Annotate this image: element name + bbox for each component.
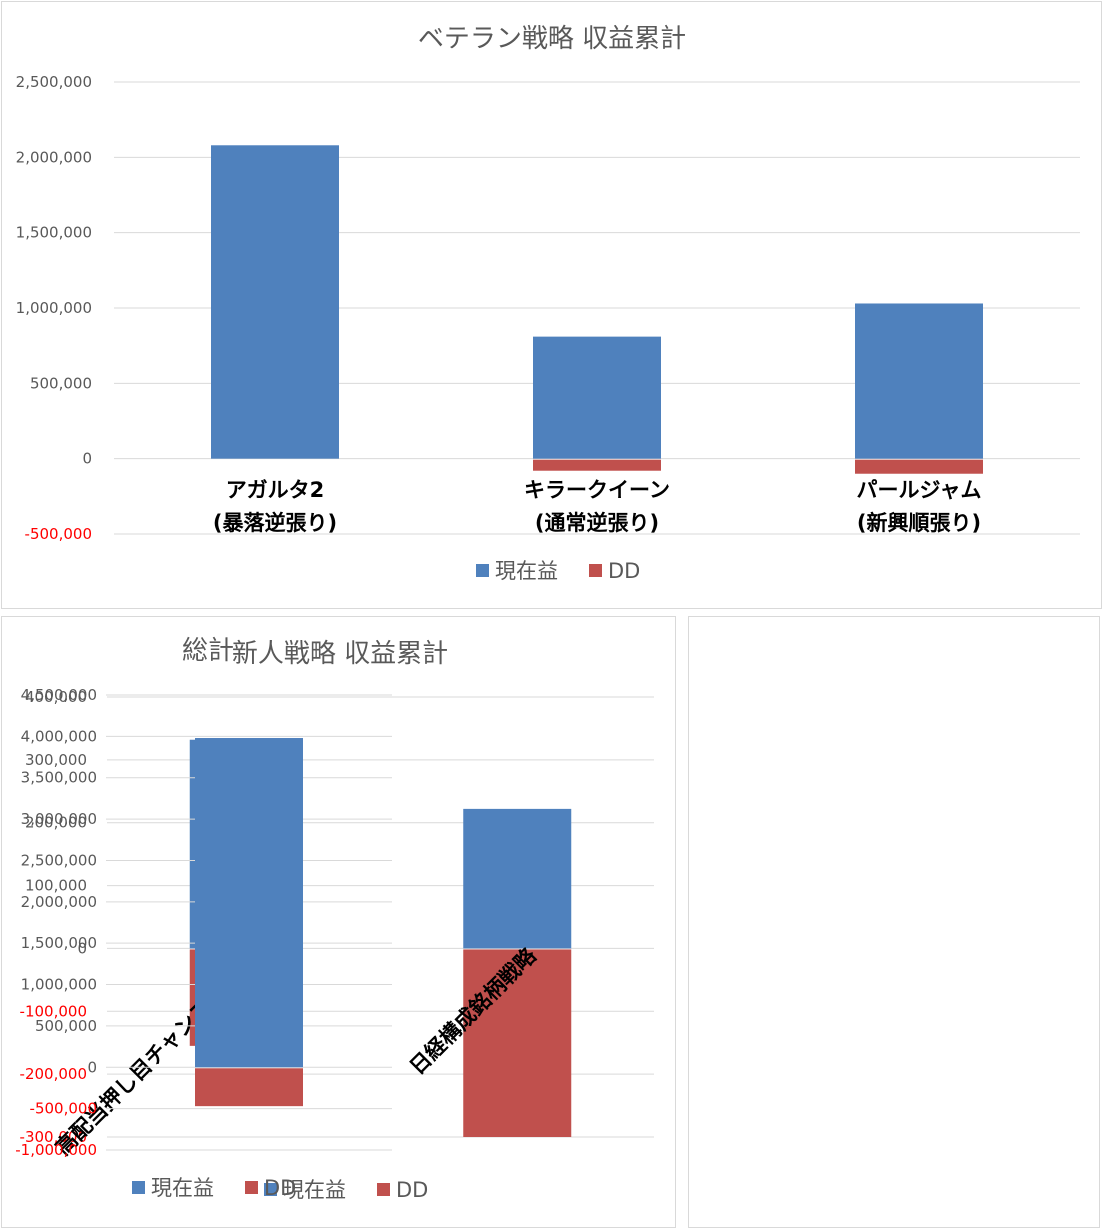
bar-current-profit bbox=[533, 336, 661, 459]
bar-drawdown bbox=[463, 949, 572, 1137]
rookie-strategy-chart: 新人戦略 収益累計 400,000 300,000 200,000 100,000 0 -1… bbox=[20, 639, 654, 1202]
y-tick-label: 400,000 bbox=[25, 688, 87, 706]
y-tick-label: -500,000 bbox=[25, 525, 92, 543]
y-tick-label: -200,000 bbox=[20, 1065, 87, 1083]
legend-label-current-profit: 現在益 bbox=[283, 1178, 346, 1202]
chart-title: ベテラン戦略 収益累計 bbox=[418, 24, 686, 54]
bar-current-profit bbox=[463, 808, 572, 949]
y-tick-label: 2,000,000 bbox=[21, 893, 97, 911]
y-tick-label: 300,000 bbox=[25, 751, 87, 769]
chart-title: 新人戦略 収益累計 bbox=[232, 639, 448, 669]
category-label: キラークイーン bbox=[524, 478, 670, 502]
y-tick-label: 500,000 bbox=[30, 374, 92, 392]
category-sublabel: (暴落逆張り) bbox=[213, 511, 337, 535]
legend-swatch-dd bbox=[245, 1181, 258, 1194]
bar-drawdown bbox=[855, 459, 983, 474]
bar-drawdown bbox=[533, 459, 661, 471]
veteran-strategy-chart: ベテラン戦略 収益累計 2,500,000 2,000,000 1,500,000 1,… bbox=[16, 24, 1080, 583]
legend-swatch-dd bbox=[589, 564, 602, 577]
bar-current-profit bbox=[855, 303, 983, 459]
y-tick-label: 4,000,000 bbox=[21, 727, 97, 745]
legend-label-dd: DD bbox=[608, 559, 640, 583]
rookie-strategy-chart-panel: 新人戦略 収益累計 400,000 300,000 200,000 100,000 0 -1… bbox=[1, 616, 676, 1228]
bar-current-profit bbox=[195, 738, 303, 1068]
veteran-strategy-chart-panel: ベテラン戦略 収益累計 2,500,000 2,000,000 1,500,000 1,… bbox=[1, 1, 1102, 609]
y-tick-label: 500,000 bbox=[35, 1017, 97, 1035]
category-label: アガルタ2 bbox=[226, 478, 325, 502]
category-sublabel: (新興順張り) bbox=[857, 511, 981, 535]
y-tick-label: 3,500,000 bbox=[21, 769, 97, 787]
legend-swatch-current-profit bbox=[132, 1181, 145, 1194]
category-label: パールジャム bbox=[857, 478, 982, 502]
y-tick-label: 1,500,000 bbox=[16, 224, 92, 242]
y-tick-label: -500,000 bbox=[30, 1100, 97, 1118]
y-tick-label: -100,000 bbox=[20, 1002, 87, 1020]
chart-title: 総計 bbox=[182, 636, 234, 666]
y-tick-label: 0 bbox=[82, 450, 92, 468]
y-tick-label: 2,500,000 bbox=[21, 851, 97, 869]
y-tick-label: 100,000 bbox=[25, 877, 87, 895]
category-sublabel: (通常逆張り) bbox=[535, 511, 659, 535]
bar-current-profit bbox=[211, 145, 339, 459]
legend-label-dd: DD bbox=[396, 1178, 428, 1202]
y-tick-label: 1,000,000 bbox=[16, 299, 92, 317]
legend-swatch-current-profit bbox=[264, 1183, 277, 1196]
y-tick-label: 1,500,000 bbox=[21, 934, 97, 952]
legend-swatch-dd bbox=[377, 1183, 390, 1196]
legend-label-current-profit: 現在益 bbox=[151, 1176, 214, 1200]
total-chart-panel: 総計 4,500,000 4,000,000 3,500,000 3,000,000 2,… bbox=[15, 616, 1100, 1228]
y-tick-label: 2,000,000 bbox=[16, 148, 92, 166]
bar-drawdown bbox=[195, 1068, 303, 1107]
y-tick-label: 3,000,000 bbox=[21, 810, 97, 828]
y-tick-label: 2,500,000 bbox=[16, 73, 92, 91]
y-tick-label: 0 bbox=[87, 1058, 97, 1076]
legend-label-current-profit: 現在益 bbox=[495, 559, 558, 583]
legend-label-dd: DD bbox=[264, 1176, 296, 1200]
y-tick-label: 4,500,000 bbox=[21, 686, 97, 704]
y-tick-label: 1,000,000 bbox=[21, 976, 97, 994]
legend-swatch-current-profit bbox=[476, 564, 489, 577]
y-tick-label: -300,000 bbox=[20, 1128, 87, 1146]
y-tick-label: -1,000,000 bbox=[15, 1141, 97, 1159]
y-tick-label: 200,000 bbox=[25, 814, 87, 832]
total-chart: 総計 4,500,000 4,000,000 3,500,000 3,000,000 2,… bbox=[15, 636, 392, 1200]
y-tick-label: 0 bbox=[77, 939, 87, 957]
